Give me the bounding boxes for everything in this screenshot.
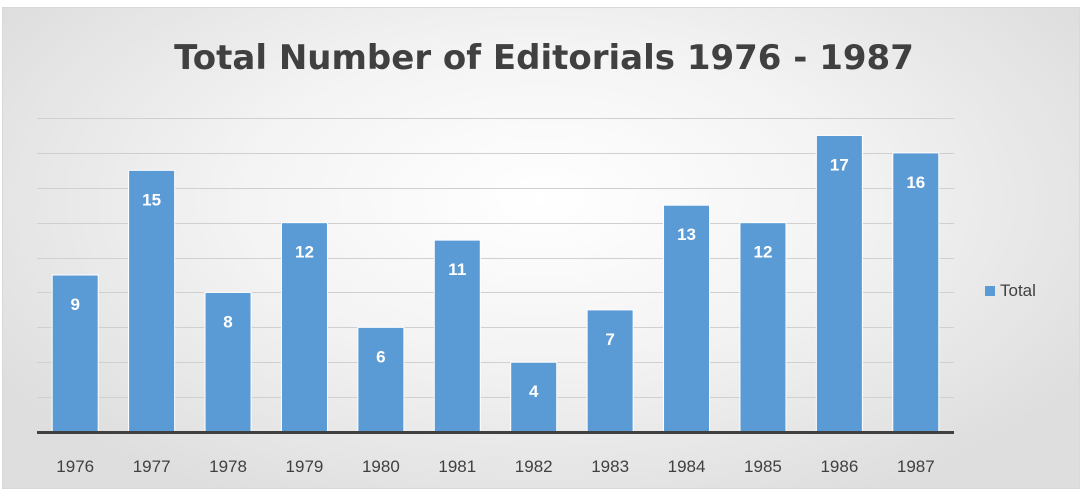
bar-1987 bbox=[892, 152, 940, 433]
x-tick-label: 1983 bbox=[591, 457, 629, 476]
data-label: 11 bbox=[448, 260, 466, 279]
x-tick-label: 1987 bbox=[897, 457, 935, 476]
data-label: 7 bbox=[605, 330, 614, 349]
bar-1983 bbox=[586, 309, 634, 433]
x-axis: 1976 1977 1978 1979 1980 1981 1982 1983 1984 1985… bbox=[37, 431, 954, 476]
x-tick-label: 1985 bbox=[744, 457, 782, 476]
bar-1985 bbox=[739, 222, 787, 433]
legend-label: Total bbox=[1000, 281, 1036, 300]
x-tick-label: 1978 bbox=[209, 457, 247, 476]
legend: Total bbox=[985, 281, 1036, 301]
x-tick-label: 1982 bbox=[515, 457, 553, 476]
data-label: 9 bbox=[70, 295, 79, 314]
data-label: 12 bbox=[295, 243, 314, 262]
data-label: 12 bbox=[753, 243, 772, 262]
data-label: 13 bbox=[677, 225, 696, 244]
bar-1980 bbox=[357, 326, 405, 433]
legend-swatch bbox=[985, 286, 995, 296]
bar-1977 bbox=[128, 169, 176, 433]
data-label: 16 bbox=[906, 173, 925, 192]
data-labels: 9 15 8 12 6 11 4 7 13 12 17 16 bbox=[70, 155, 925, 401]
x-tick-label: 1977 bbox=[133, 457, 171, 476]
data-label: 17 bbox=[830, 155, 849, 174]
x-tick-label: 1980 bbox=[362, 457, 400, 476]
bar-1979 bbox=[280, 222, 328, 433]
data-label: 6 bbox=[376, 347, 385, 366]
x-tick-label: 1979 bbox=[286, 457, 324, 476]
data-label: 15 bbox=[142, 190, 161, 209]
data-label: 4 bbox=[529, 382, 539, 401]
x-tick-label: 1981 bbox=[438, 457, 476, 476]
data-label: 8 bbox=[223, 312, 232, 331]
bars bbox=[51, 134, 940, 433]
gridlines bbox=[37, 118, 954, 398]
bar-1976 bbox=[51, 274, 99, 433]
bar-1986 bbox=[815, 134, 863, 433]
bar-1984 bbox=[663, 204, 711, 433]
x-tick-label: 1976 bbox=[56, 457, 94, 476]
x-tick-label: 1986 bbox=[820, 457, 858, 476]
bar-1978 bbox=[204, 291, 252, 433]
chart-title: Total Number of Editorials 1976 - 1987 bbox=[174, 38, 914, 78]
x-tick-label: 1984 bbox=[668, 457, 706, 476]
